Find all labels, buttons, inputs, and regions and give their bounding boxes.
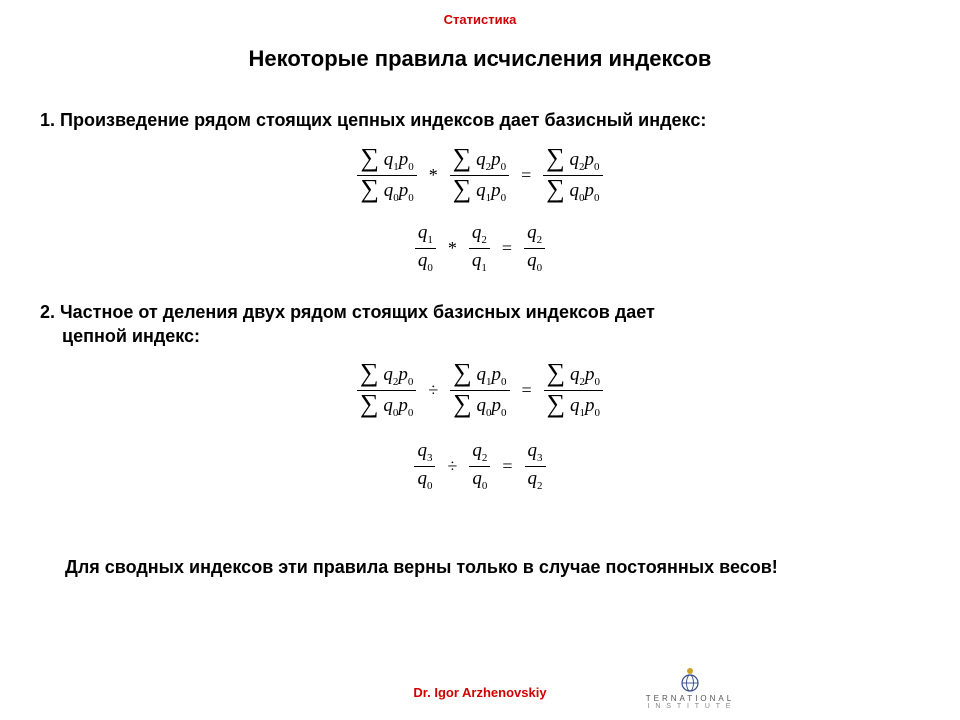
globe-icon bbox=[679, 666, 701, 692]
footer-author: Dr. Igor Arzhenovskiy bbox=[0, 685, 960, 700]
formula-4: q3 q0 ÷ q2 q0 = q3 q2 bbox=[0, 440, 960, 492]
logo-text-2: I N S T I T U T E bbox=[630, 703, 750, 710]
rule-2-text: 2. Частное от деления двух рядом стоящих… bbox=[40, 300, 920, 349]
logo-text-1: TERNATIONAL bbox=[630, 694, 750, 703]
formula-2: q1 q0 * q2 q1 = q2 q0 bbox=[0, 222, 960, 274]
summary-note: Для сводных индексов эти правила верны т… bbox=[65, 555, 915, 579]
rule-1-text: 1. Произведение рядом стоящих цепных инд… bbox=[40, 110, 920, 131]
header-subject: Статистика bbox=[0, 12, 960, 27]
slide-title: Некоторые правила исчисления индексов bbox=[0, 46, 960, 72]
slide-root: Статистика Некоторые правила исчисления … bbox=[0, 0, 960, 720]
footer-logo: TERNATIONAL I N S T I T U T E bbox=[630, 666, 750, 710]
formula-1: ∑ q1p0 ∑ q0p0 * ∑ q2p0 ∑ q1p0 = ∑ q2p0 ∑… bbox=[0, 147, 960, 204]
formula-3: ∑ q2p0 ∑ q0p0 ÷ ∑ q1p0 ∑ q0p0 = ∑ q2p0 ∑… bbox=[0, 362, 960, 419]
